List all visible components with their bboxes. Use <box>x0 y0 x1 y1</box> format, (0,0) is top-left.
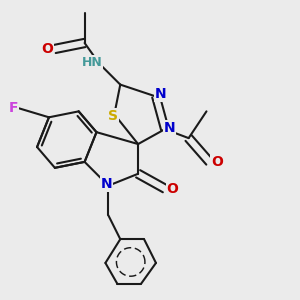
Text: O: O <box>211 155 223 169</box>
Text: O: O <box>41 42 53 56</box>
Text: N: N <box>164 121 175 135</box>
Text: HN: HN <box>82 56 102 69</box>
Text: O: O <box>167 182 178 196</box>
Text: S: S <box>108 109 118 123</box>
Text: N: N <box>154 87 166 101</box>
Text: F: F <box>8 101 18 116</box>
Text: N: N <box>101 177 113 191</box>
